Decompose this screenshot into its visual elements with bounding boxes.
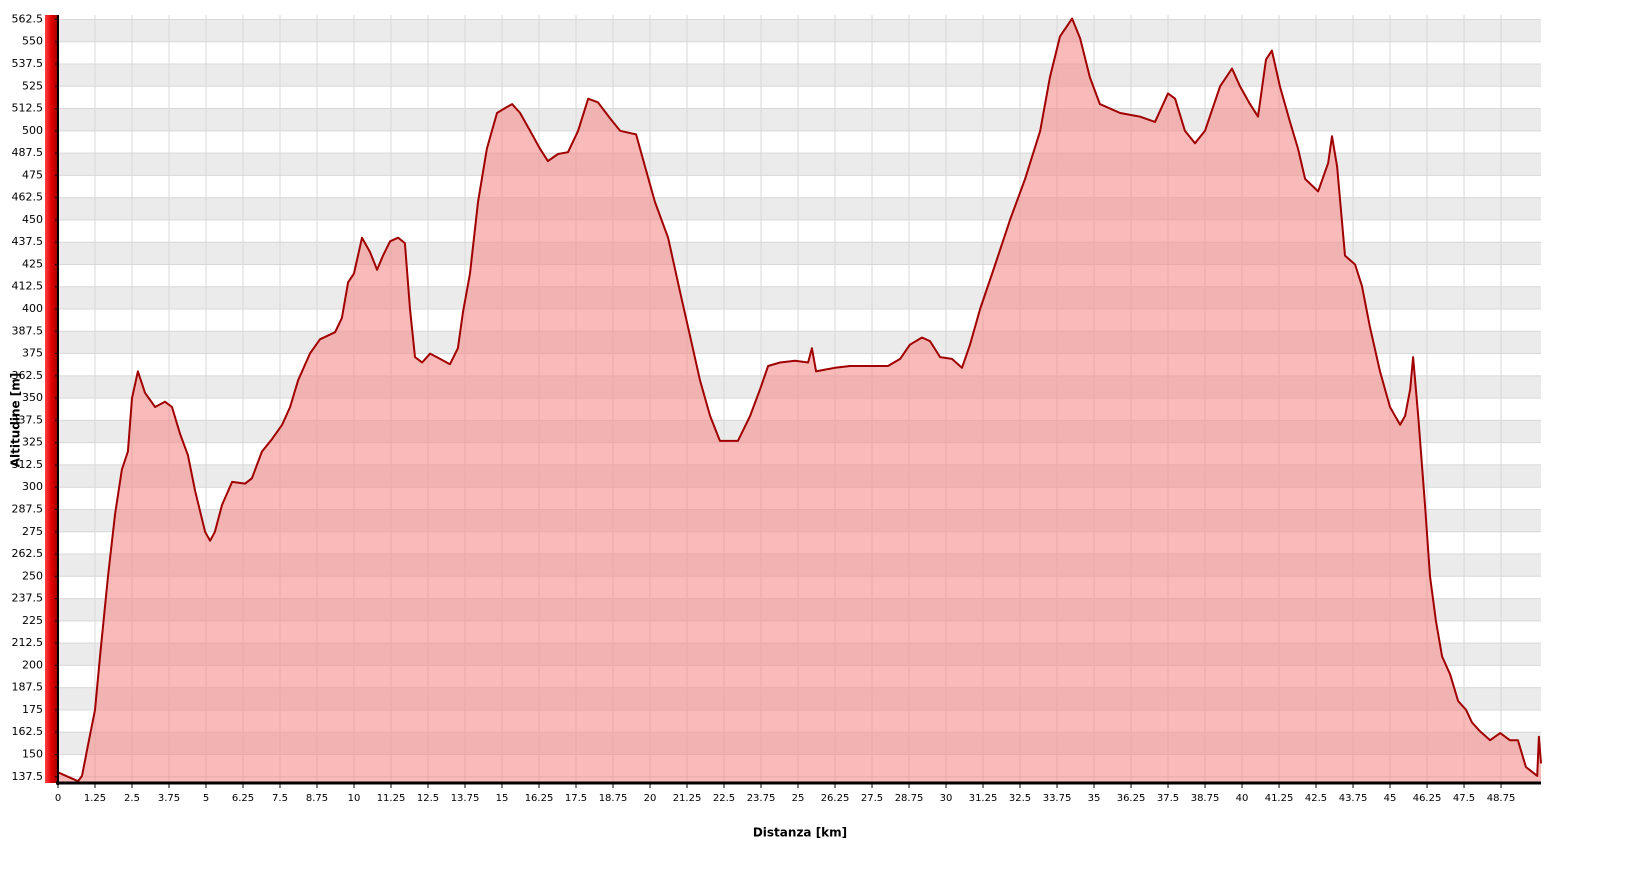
x-axis-title: Distanza [km] [753,826,847,840]
y-tick-label: 325 [22,436,43,449]
x-tick-label: 6.25 [232,793,254,804]
x-tick-label: 40 [1236,793,1249,804]
x-tick-label: 25 [792,793,805,804]
x-tick-label: 33.75 [1043,793,1072,804]
y-tick-label: 150 [22,747,43,760]
y-axis-title: Altitudine [m] [9,373,23,468]
y-tick-label: 275 [22,525,43,538]
x-tick-label: 28.75 [895,793,924,804]
x-tick-label: 10 [348,793,361,804]
x-tick-label: 26.25 [821,793,850,804]
x-tick-label: 47.5 [1453,793,1475,804]
y-tick-label: 250 [22,569,43,582]
y-tick-label: 400 [22,302,43,315]
y-tick-label: 437.5 [12,235,44,248]
x-tick-label: 32.5 [1009,793,1031,804]
x-tick-label: 12.5 [417,793,439,804]
x-tick-label: 43.75 [1339,793,1368,804]
x-tick-label: 45 [1384,793,1397,804]
x-tick-label: 31.25 [969,793,998,804]
x-tick-label: 30 [940,793,953,804]
x-tick-label: 15 [496,793,509,804]
x-tick-label: 46.25 [1413,793,1442,804]
y-tick-label: 462.5 [12,191,44,204]
x-tick-label: 3.75 [158,793,180,804]
x-tick-label: 36.25 [1117,793,1146,804]
area-fill [58,18,1541,784]
x-tick-label: 22.5 [713,793,735,804]
y-tick-label: 137.5 [12,770,44,783]
y-tick-label: 412.5 [12,280,44,293]
y-tick-label: 225 [22,614,43,627]
y-tick-label: 387.5 [12,324,44,337]
y-tick-label: 487.5 [12,146,44,159]
y-tick-label: 200 [22,658,43,671]
x-tick-label: 21.25 [673,793,702,804]
x-tick-label: 16.25 [525,793,554,804]
y-tick-label: 312.5 [12,458,44,471]
x-tick-label: 1.25 [84,793,106,804]
y-tick-label: 550 [22,35,43,48]
x-tick-label: 17.5 [565,793,587,804]
grid-band [58,64,1541,87]
y-tick-label: 425 [22,257,43,270]
y-tick-label: 187.5 [12,681,44,694]
x-tick-label: 27.5 [861,793,883,804]
y-tick-label: 237.5 [12,592,44,605]
y-tick-label: 337.5 [12,413,44,426]
y-tick-label: 500 [22,124,43,137]
y-tick-label: 262.5 [12,547,44,560]
x-tick-label: 38.75 [1191,793,1220,804]
y-tick-label: 475 [22,168,43,181]
x-tick-label: 5 [203,793,209,804]
x-tick-label: 20 [644,793,657,804]
y-tick-label: 450 [22,213,43,226]
x-tick-label: 23.75 [747,793,776,804]
x-tick-label: 18.75 [599,793,628,804]
x-tick-label: 35 [1088,793,1101,804]
profile-line [57,17,1542,783]
axis-bar [45,15,58,783]
y-tick-label: 525 [22,79,43,92]
y-tick-label: 300 [22,480,43,493]
x-tick-label: 42.5 [1305,793,1327,804]
x-tick-label: 48.75 [1487,793,1516,804]
x-tick-label: 8.75 [306,793,328,804]
y-tick-label: 562.5 [12,12,44,25]
grid-band [58,19,1541,42]
x-tick-label: 37.5 [1157,793,1179,804]
y-tick-label: 375 [22,347,43,360]
x-tick-label: 41.25 [1265,793,1294,804]
x-tick-label: 2.5 [124,793,140,804]
y-tick-label: 212.5 [12,636,44,649]
y-tick-label: 162.5 [12,725,44,738]
y-tick-label: 175 [22,703,43,716]
y-tick-label: 287.5 [12,502,44,515]
y-tick-label: 512.5 [12,102,44,115]
y-tick-label: 350 [22,391,43,404]
x-tick-label: 7.5 [272,793,288,804]
x-tick-label: 11.25 [377,793,406,804]
y-tick-label: 362.5 [12,369,44,382]
x-tick-label: 0 [55,793,61,804]
y-tick-label: 537.5 [12,57,44,70]
x-tick-label: 13.75 [451,793,480,804]
